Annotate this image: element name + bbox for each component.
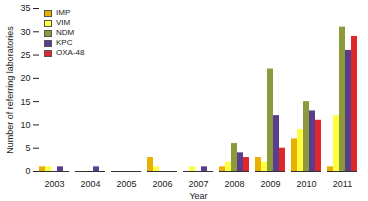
svg-text:35: 35 (20, 3, 30, 13)
svg-text:20: 20 (20, 73, 30, 83)
svg-text:2005: 2005 (116, 179, 136, 189)
svg-text:30: 30 (20, 27, 30, 37)
svg-text:2009: 2009 (260, 179, 280, 189)
svg-text:2006: 2006 (152, 179, 172, 189)
svg-text:2008: 2008 (224, 179, 244, 189)
svg-text:10: 10 (20, 120, 30, 130)
svg-text:0: 0 (25, 166, 30, 176)
svg-text:2004: 2004 (80, 179, 100, 189)
html-text:VIM: VIM (56, 18, 71, 27)
svg-text:25: 25 (20, 50, 30, 60)
html-text:NDM: NDM (56, 28, 75, 37)
svg-text:2007: 2007 (188, 179, 208, 189)
html-text:OXA-48: OXA-48 (56, 48, 85, 57)
svg-text:5: 5 (25, 143, 30, 153)
svg-text:15: 15 (20, 97, 30, 107)
svg-text:2010: 2010 (296, 179, 316, 189)
svg-text:2003: 2003 (44, 179, 64, 189)
html-text:KPC: KPC (56, 38, 73, 47)
svg-text:Number of referring laboratori: Number of referring laboratories (5, 26, 15, 154)
svg-text:Year: Year (189, 191, 207, 201)
svg-text:2011: 2011 (333, 179, 352, 189)
html-text:IMP: IMP (56, 8, 71, 17)
